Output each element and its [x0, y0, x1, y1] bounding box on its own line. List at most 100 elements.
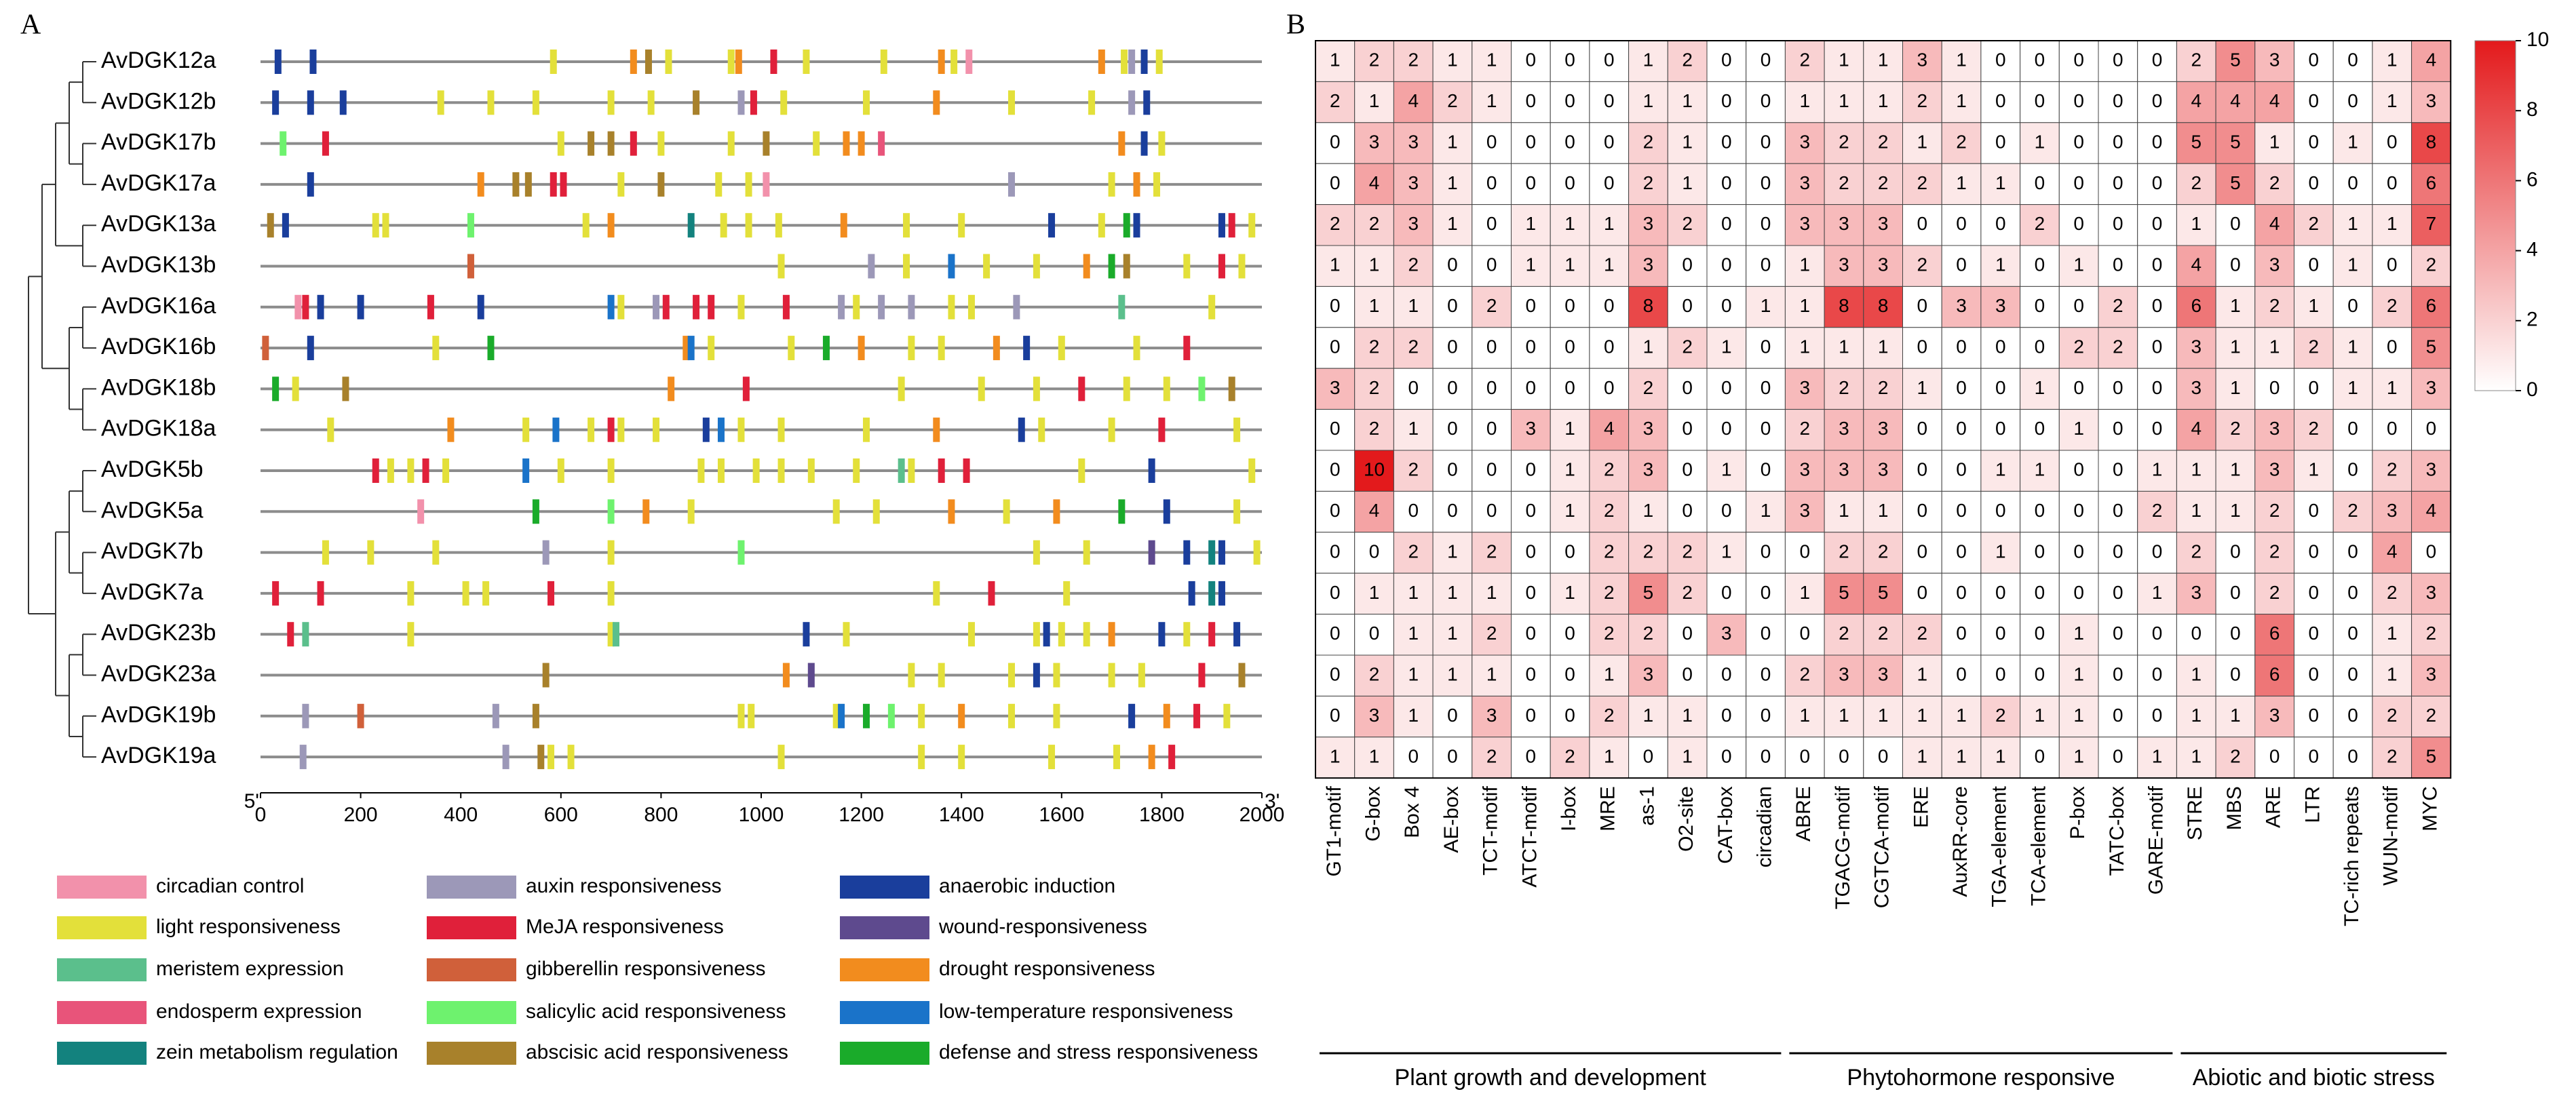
element-mark	[307, 90, 314, 115]
cell-value: 0	[1721, 500, 1732, 521]
cell-value: 3	[2426, 377, 2437, 398]
heat-cell	[1784, 654, 1825, 697]
cell-value: 3	[1643, 459, 1654, 480]
cell-value: 5	[1839, 582, 1849, 603]
element-mark	[645, 50, 652, 74]
element-mark	[1038, 417, 1045, 442]
element-mark	[948, 254, 955, 279]
element-mark	[745, 213, 752, 238]
cell-value: 0	[1721, 377, 1732, 398]
cell-value: 0	[1564, 50, 1575, 71]
heat-cell	[2058, 368, 2099, 410]
column-label: TGA-element	[1988, 786, 2011, 907]
legend-swatch	[57, 876, 147, 899]
cell-value: 0	[2309, 172, 2320, 193]
heat-cell	[1706, 368, 1747, 410]
cell-value: 0	[1956, 418, 1967, 439]
element-mark	[567, 745, 575, 770]
cell-value: 0	[2073, 541, 2084, 562]
cell-value: 4	[2191, 418, 2202, 439]
element-mark	[803, 50, 810, 74]
heat-cell	[1432, 81, 1473, 123]
element-mark	[1223, 703, 1231, 728]
cell-value: 1	[1682, 172, 1693, 193]
cell-value: 2	[2269, 295, 2280, 316]
cell-value: 1	[1486, 90, 1497, 111]
legend-label: circadian control	[156, 875, 304, 897]
cell-value: 0	[1917, 336, 1928, 357]
heat-cell	[1472, 81, 1512, 123]
cell-value: 2	[1486, 541, 1497, 562]
heat-cell	[1315, 654, 1356, 697]
heat-cell	[1432, 572, 1473, 615]
cell-value: 5	[2230, 131, 2241, 152]
cell-value: 0	[1330, 664, 1341, 685]
gene-label: AvDGK7b	[101, 538, 204, 564]
heat-cell	[1784, 286, 1825, 328]
cell-value: 0	[1761, 705, 1771, 726]
element-mark	[832, 499, 840, 524]
cell-value: 0	[2152, 377, 2163, 398]
cell-value: 0	[1604, 50, 1615, 71]
heat-cell	[1824, 204, 1864, 246]
element-mark	[1238, 254, 1246, 279]
element-mark	[737, 417, 745, 442]
cell-value: 1	[1369, 254, 1380, 275]
end-label: 3'	[1265, 790, 1280, 812]
element-mark	[1158, 622, 1166, 647]
element-mark	[1140, 131, 1148, 156]
legend-swatch	[57, 958, 147, 981]
element-mark	[903, 254, 910, 279]
cell-value: 1	[2191, 500, 2202, 521]
cell-value: 0	[2230, 664, 2241, 685]
element-mark	[838, 703, 845, 728]
element-mark	[853, 294, 860, 319]
element-mark	[777, 745, 785, 770]
column-label: LTR	[2301, 786, 2324, 823]
cell-value: 1	[2309, 459, 2320, 480]
column-label: AuxRR-core	[1949, 786, 1972, 897]
gene-label: AvDGK12b	[101, 88, 216, 114]
heat-cell	[1354, 286, 1394, 328]
heat-cell	[1941, 614, 1982, 656]
heat-cell	[2098, 409, 2138, 451]
element-mark	[407, 622, 415, 647]
cell-value: 5	[2230, 172, 2241, 193]
element-mark	[1128, 703, 1136, 728]
cell-value: 0	[2426, 541, 2437, 562]
heat-cell	[1354, 695, 1394, 738]
cell-value: 1	[1878, 50, 1889, 71]
column-label: O2-site	[1675, 786, 1697, 852]
element-mark	[482, 581, 490, 606]
element-mark	[657, 131, 665, 156]
heat-cell	[1784, 614, 1825, 656]
element-mark	[908, 663, 915, 688]
element-mark	[1078, 458, 1085, 483]
heat-cell	[2332, 737, 2373, 779]
heat-cell	[2372, 163, 2412, 205]
cell-value: 0	[2035, 623, 2045, 644]
cell-value: 0	[2113, 90, 2123, 111]
cell-value: 6	[2269, 623, 2280, 644]
cell-value: 2	[1643, 172, 1654, 193]
element-mark	[727, 131, 735, 156]
cell-value: 2	[2309, 418, 2320, 439]
cell-value: 0	[1564, 705, 1575, 726]
cell-value: 0	[2113, 745, 2123, 766]
cell-value: 1	[2035, 377, 2045, 398]
element-mark	[607, 294, 615, 319]
element-mark	[322, 131, 329, 156]
cell-value: 0	[1995, 336, 2006, 357]
cell-value: 2	[1956, 131, 1967, 152]
element-mark	[1121, 50, 1128, 74]
legend-label: endosperm expression	[156, 1000, 362, 1023]
heat-cell	[2332, 614, 2373, 656]
element-mark	[948, 294, 955, 319]
cell-value: 4	[2269, 213, 2280, 234]
heat-cell	[1980, 654, 2021, 697]
heat-cell	[2411, 81, 2451, 123]
heat-cell	[1863, 81, 1904, 123]
cell-value: 1	[2347, 336, 2358, 357]
heat-cell	[1746, 163, 1786, 205]
gene-label: AvDGK16a	[101, 293, 216, 319]
